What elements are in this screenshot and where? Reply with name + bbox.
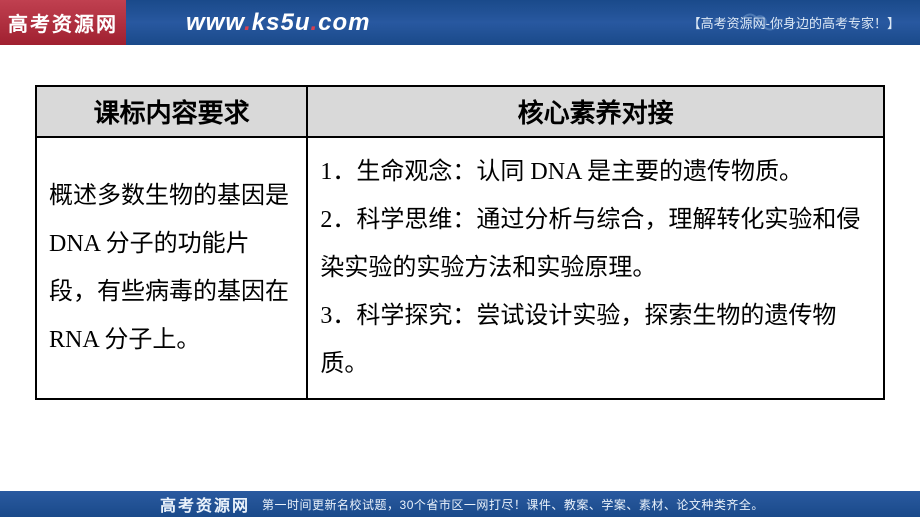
cell-right: 1．生命观念：认同 DNA 是主要的遗传物质。2．科学思维：通过分析与综合，理解… (307, 137, 884, 399)
site-footer: 高考资源网 第一时间更新名校试题，30个省市区一网打尽！课件、教案、学案、素材、… (0, 491, 920, 517)
url-prefix: www (186, 9, 244, 36)
logo: 高考资源网 (0, 0, 126, 45)
cell-right-line: 1．生命观念：认同 DNA 是主要的遗传物质。 (320, 148, 871, 196)
cell-left: 概述多数生物的基因是 DNA 分子的功能片段，有些病毒的基因在 RNA 分子上。 (36, 137, 307, 399)
logo-text: 高考资源网 (8, 8, 118, 37)
content-area: 课标内容要求 核心素养对接 概述多数生物的基因是 DNA 分子的功能片段，有些病… (0, 45, 920, 400)
footer-text: 第一时间更新名校试题，30个省市区一网打尽！课件、教案、学案、素材、论文种类齐全… (262, 496, 764, 513)
url-dot-1: . (244, 9, 252, 36)
url-suffix: com (318, 9, 370, 36)
table-header-row: 课标内容要求 核心素养对接 (36, 86, 884, 137)
header-right: 核心素养对接 (307, 86, 884, 137)
footer-logo-text: 高考资源网 (0, 492, 262, 516)
cell-right-line: 2．科学思维：通过分析与综合，理解转化实验和侵染实验的实验方法和实验原理。 (320, 196, 871, 292)
cell-right-line: 3．科学探究：尝试设计实验，探索生物的遗传物质。 (320, 292, 871, 388)
site-url: www.ks5u.com (186, 9, 371, 37)
url-mid: ks5u (252, 9, 311, 36)
header-left: 课标内容要求 (36, 86, 307, 137)
standards-table: 课标内容要求 核心素养对接 概述多数生物的基因是 DNA 分子的功能片段，有些病… (35, 85, 885, 400)
site-header: 高考资源网 www.ks5u.com 【高考资源网-你身边的高考专家！】 (0, 0, 920, 45)
tagline: 【高考资源网-你身边的高考专家！】 (688, 13, 900, 32)
table-row: 概述多数生物的基因是 DNA 分子的功能片段，有些病毒的基因在 RNA 分子上。… (36, 137, 884, 399)
